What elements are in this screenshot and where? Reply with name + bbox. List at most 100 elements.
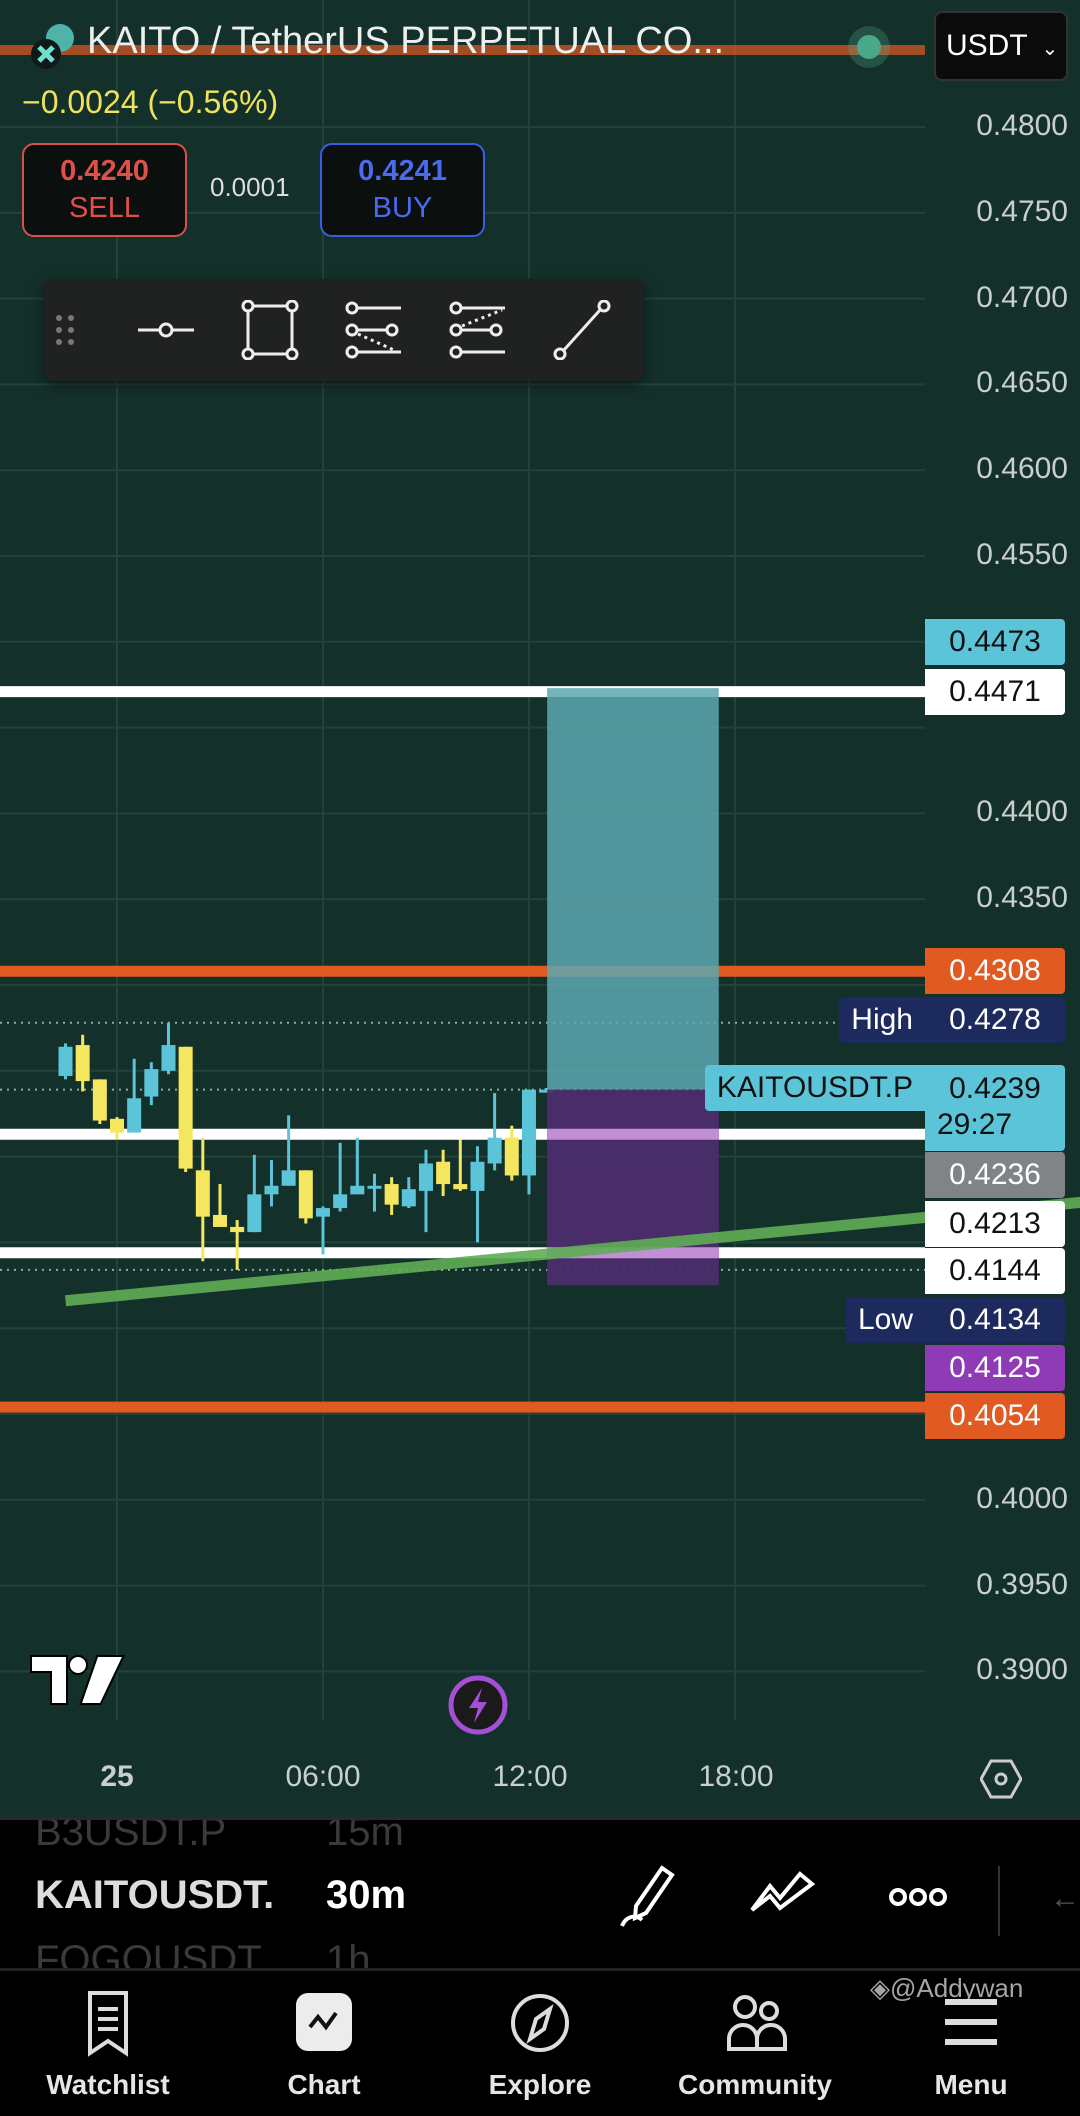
time-tick: 12:00 [492,1760,568,1793]
price-tick: 0.3950 [976,1567,1068,1601]
candle-down [436,1161,451,1185]
candle-down [178,1046,193,1169]
symbol-item[interactable]: B3USDT.P [35,1817,227,1854]
nav-chart[interactable]: Chart [224,1971,424,2116]
gray-price-label: 0.4236 [925,1152,1065,1198]
long-position-target-zone [547,688,719,1090]
symbol-item-active[interactable]: KAITOUSDT. [35,1873,275,1917]
fib-retracement-icon[interactable] [344,300,404,360]
symbol-item[interactable]: FOGOUSDT [35,1938,262,1968]
templates-icon[interactable] [748,1870,818,1925]
price-tick: 0.4550 [976,538,1068,571]
candle-up [350,1185,365,1195]
candle-countdown: 29:27 [937,1108,1013,1141]
candle-up [127,1098,142,1133]
candle-down [298,1170,313,1219]
candle-up [161,1045,176,1071]
buy-label: BUY [372,192,433,224]
candle-up [521,1089,536,1176]
target-price-label: 0.4473 [925,619,1065,665]
price-tick: 0.4800 [976,109,1068,142]
nav-watchlist[interactable]: Watchlist [8,1971,208,2116]
candle-up [281,1170,296,1186]
interval-item[interactable]: 1h [326,1938,371,1968]
time-tick: 06:00 [285,1760,361,1793]
symbol-title[interactable]: KAITO / TetherUS PERPETUAL CO... [87,20,725,62]
candle-down [453,1184,468,1190]
price-change: −0.0024 (−0.56%) [22,84,279,120]
candle-up [58,1046,73,1076]
candle-up [539,1089,554,1093]
candle-down [195,1170,210,1217]
currency-select[interactable]: USDT ⌄ [934,11,1068,81]
time-tick: 25 [100,1760,134,1793]
candle-down [92,1079,107,1121]
candle-up [315,1208,330,1217]
price-tick: 0.3900 [976,1653,1068,1687]
candle-up [247,1194,262,1233]
price-tick: 0.4650 [976,366,1068,400]
horizontal-ray-icon[interactable] [136,300,196,360]
drawing-toolbar [44,279,644,381]
orange-line-price-label: 0.4308 [925,948,1065,994]
price-tick: 0.4750 [976,194,1068,228]
more-icon[interactable] [888,1886,948,1913]
time-tick: 18:00 [698,1760,774,1793]
binance-logo-icon: ◈ [870,1973,890,2003]
sell-button[interactable]: 0.4240 SELL [22,143,187,237]
line-price-label: 0.4144 [925,1248,1065,1294]
sell-price: 0.4240 [60,155,149,187]
candle-up [367,1185,382,1189]
high-price-label: 0.4278 [925,997,1065,1043]
nav-explore[interactable]: Explore [440,1971,640,2116]
line-price-label: 0.4471 [925,669,1065,715]
watchlist-icon [88,1991,128,2057]
candle-down [230,1226,245,1233]
interval-item-active[interactable]: 30m [326,1873,407,1917]
price-chart[interactable] [0,0,1080,1817]
community-icon [727,1995,787,2051]
stop-price-label: 0.4125 [925,1345,1065,1391]
sell-label: SELL [69,192,140,224]
nav-community[interactable]: Community [655,1971,855,2116]
buy-price: 0.4241 [358,155,447,187]
rectangle-icon[interactable] [240,300,300,360]
nav-label: Menu [934,2069,1008,2100]
price-tick: 0.4600 [976,452,1068,486]
symbol-price-label: KAITOUSDT.P [704,1065,925,1111]
candle-up [144,1069,159,1097]
price-tick: 0.4350 [976,881,1068,915]
interval-item[interactable]: 15m [326,1817,404,1854]
chart-area[interactable]: KAITO / TetherUS PERPETUAL CO... −0.0024… [0,0,1080,1817]
symbol-picker[interactable]: B3USDT.P 15m KAITOUSDT. 30m FOGOUSDT 1h … [0,1817,1080,1968]
candle-up [264,1185,279,1195]
pencil-icon[interactable] [618,1864,678,1935]
divider [998,1866,1000,1936]
compass-icon [511,1994,569,2052]
nav-label: Community [678,2069,832,2100]
nav-menu[interactable]: Menu [871,1971,1071,2116]
high-label: High [839,997,925,1043]
candle-down [110,1118,124,1133]
fib-extension-icon[interactable] [448,300,508,360]
spread-value: 0.0001 [210,172,290,202]
price-tick: 0.4000 [976,1481,1068,1515]
orange-line-price-label: 0.4054 [925,1393,1065,1439]
price-tick: 0.4400 [976,795,1068,829]
candle-up [418,1163,433,1191]
candle-up [487,1137,502,1164]
nav-label: Chart [287,2069,361,2100]
buy-button[interactable]: 0.4241 BUY [320,143,485,237]
nav-label: Explore [488,2069,592,2100]
symbol-logo-icon [30,20,82,72]
watermark-text: @Addywan [890,1973,1024,2003]
low-label: Low [845,1297,925,1343]
line-price-label: 0.4213 [925,1201,1065,1247]
collapse-arrow-icon[interactable]: ← [1050,1882,1080,1915]
menu-icon [945,1999,997,2045]
candle-down [75,1045,90,1082]
trend-line-icon[interactable] [552,300,612,360]
price-tick: 0.4700 [976,280,1068,314]
drag-handle-icon[interactable] [50,300,80,360]
last-price: 0.4239 [949,1072,1041,1105]
